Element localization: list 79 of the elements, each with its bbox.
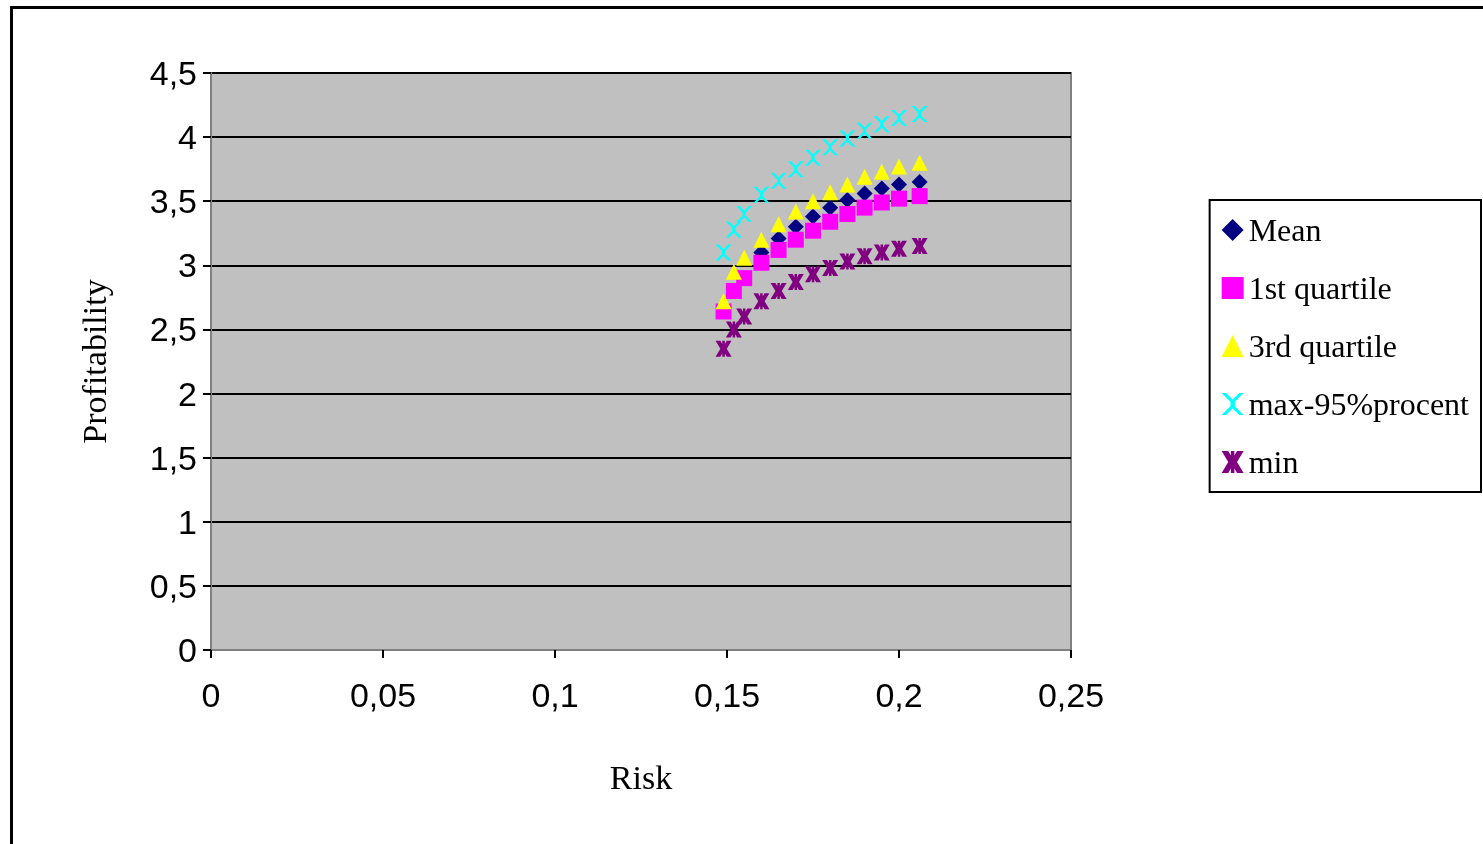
point [770, 241, 787, 258]
legend-label: Mean [1248, 212, 1322, 248]
point [856, 122, 873, 139]
point [822, 259, 839, 276]
point [891, 109, 907, 126]
point [787, 274, 804, 290]
point [736, 308, 753, 325]
point [856, 185, 873, 202]
point [822, 184, 839, 201]
point [873, 194, 890, 211]
x-tick-label: 0 [201, 676, 221, 714]
point [839, 253, 856, 270]
point [725, 221, 742, 238]
point [805, 208, 821, 225]
point [822, 199, 839, 216]
point [839, 206, 856, 223]
point [753, 186, 770, 203]
legend-label: 1st quartile [1248, 270, 1392, 306]
point [856, 199, 873, 216]
y-tick-label: 2 [178, 374, 197, 413]
point [856, 168, 873, 185]
point [911, 106, 928, 123]
y-tick-label: 1,5 [149, 438, 197, 477]
point [891, 190, 907, 207]
x-tick-label: 0,15 [693, 676, 761, 714]
point [787, 203, 804, 220]
point [873, 116, 890, 133]
point [891, 176, 907, 193]
y-tick-label: 3,5 [149, 182, 197, 221]
x-tick-label: 0,05 [349, 676, 417, 714]
point [725, 263, 742, 280]
point [839, 176, 856, 193]
point [805, 193, 821, 210]
point [715, 244, 732, 261]
legend-label: min [1248, 444, 1299, 480]
point [787, 161, 804, 178]
point [911, 154, 928, 171]
point [753, 293, 770, 310]
point [787, 231, 804, 248]
point [873, 244, 890, 261]
legend-label: max-95%procent [1248, 386, 1470, 422]
y-tick-label: 1 [178, 502, 197, 541]
point [873, 163, 890, 180]
point [822, 139, 839, 156]
point [856, 248, 873, 265]
point [725, 282, 742, 299]
point [736, 206, 753, 223]
point [911, 173, 928, 190]
y-tick-label: 4 [178, 118, 197, 157]
point [715, 293, 732, 310]
point [770, 282, 787, 299]
point [805, 149, 821, 166]
x-axis-title: Risk [609, 758, 673, 796]
point [736, 249, 753, 266]
point [891, 240, 907, 257]
y-axis-title: Profitability [75, 279, 113, 444]
x-tick-label: 0,1 [531, 676, 579, 714]
point [805, 222, 821, 239]
point [770, 216, 787, 233]
y-tick-label: 3 [178, 246, 197, 285]
y-tick-label: 0,5 [149, 566, 197, 605]
point [770, 172, 787, 189]
point [715, 340, 732, 357]
point [873, 180, 890, 197]
y-tick-label: 2,5 [149, 310, 197, 349]
y-tick-label: 4,5 [149, 54, 197, 92]
legend-label: 3rd quartile [1248, 328, 1398, 364]
x-tick-label: 0,25 [1037, 676, 1105, 714]
point [911, 188, 928, 205]
point [839, 191, 856, 208]
point [839, 130, 856, 147]
point [753, 254, 770, 271]
point [891, 158, 907, 175]
x-tick-label: 0,2 [875, 676, 923, 714]
point [753, 231, 770, 248]
point [911, 238, 928, 255]
y-tick-label: 0 [178, 631, 197, 669]
point [805, 266, 821, 283]
point [822, 213, 839, 230]
